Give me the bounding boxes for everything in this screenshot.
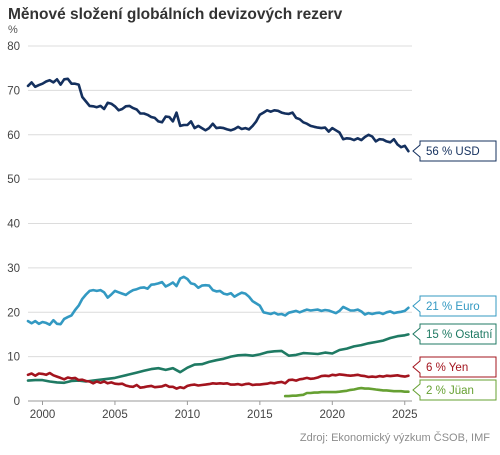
series-callouts: 56 % USD 21 % Euro 15 % Ostatní 6 % Yen 2 % … [412, 140, 497, 401]
y-axis-ticks: 0 10 20 30 40 50 60 70 80 [7, 41, 20, 408]
series-label: 21 % Euro [426, 301, 480, 313]
series-line [26, 77, 410, 153]
unit-label: % [8, 24, 18, 36]
y-tick-label: 80 [7, 41, 20, 53]
series-line [26, 275, 410, 326]
x-tick-label: 2015 [247, 409, 273, 421]
source-note: Zdroj: Ekonomický výzkum ČSOB, IMF [299, 432, 490, 444]
y-tick-label: 40 [7, 219, 20, 231]
x-tick-label: 2020 [320, 409, 346, 421]
x-tick-label: 2000 [30, 409, 56, 421]
callout-box [412, 379, 497, 401]
series-label: 2 % Jüan [426, 385, 474, 397]
gridlines [28, 45, 412, 402]
x-tick-label: 2025 [392, 409, 418, 421]
x-axis-ticks: 2000 2005 2010 2015 2020 2025 [30, 401, 418, 421]
chart-title: Měnové složení globálních devizových rez… [8, 6, 343, 23]
series-label: 6 % Yen [426, 362, 468, 374]
x-tick-label: 2010 [175, 409, 201, 421]
series-line [26, 333, 410, 385]
callout-box [412, 356, 497, 378]
series-label: 56 % USD [426, 146, 480, 158]
callout-box [412, 323, 497, 345]
series-label: 15 % Ostatní [426, 329, 493, 341]
y-tick-label: 60 [7, 130, 20, 142]
series-line [26, 371, 410, 390]
y-tick-label: 30 [7, 263, 20, 275]
x-tick-label: 2005 [102, 409, 128, 421]
y-tick-label: 50 [7, 174, 20, 186]
y-tick-label: 20 [7, 307, 20, 319]
callout-box [412, 295, 497, 317]
callout-box [412, 140, 497, 162]
y-tick-label: 70 [7, 85, 20, 97]
y-tick-label: 10 [7, 352, 20, 364]
series-line [283, 386, 410, 398]
series-lines [26, 77, 410, 398]
y-tick-label: 0 [14, 396, 20, 408]
